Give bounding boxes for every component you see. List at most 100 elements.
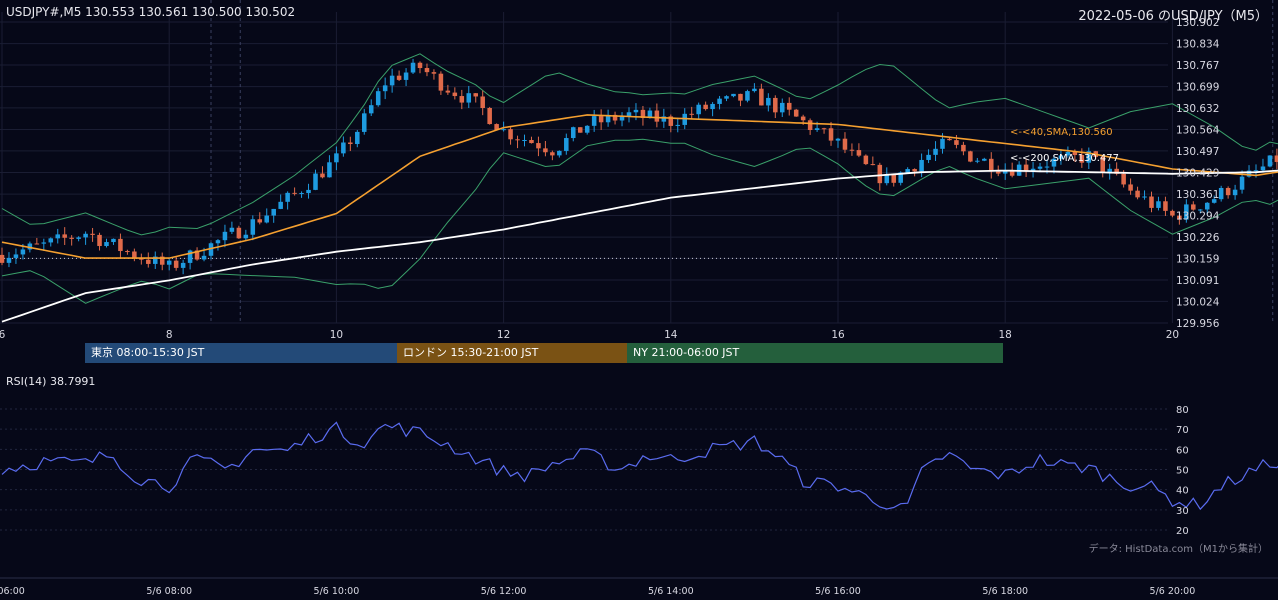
candle-body xyxy=(403,72,409,80)
candle-body xyxy=(173,260,179,268)
price-tick-label: 130.699 xyxy=(1176,82,1219,94)
candle-body xyxy=(989,158,994,172)
candle-body xyxy=(1163,201,1168,211)
symbol-line: USDJPY#,M5 130.553 130.561 130.500 130.5… xyxy=(6,5,296,19)
time-tick-label: 18 xyxy=(999,329,1012,341)
candle-body xyxy=(348,142,353,145)
sma200-line xyxy=(1,169,1278,323)
candle-body xyxy=(640,109,646,119)
session-tokyo: 東京 08:00-15:30 JST xyxy=(85,343,397,363)
source-note: データ: HistData.com（M1から集計） xyxy=(1088,544,1268,555)
session-tokyo-label: 東京 08:00-15:30 JST xyxy=(91,346,205,359)
candle-body xyxy=(898,172,903,183)
candle-body xyxy=(731,93,736,97)
candle-body xyxy=(278,201,283,209)
candle-body xyxy=(536,143,541,149)
candle-body xyxy=(362,113,367,132)
candle-body xyxy=(1051,158,1057,167)
sma-annotation: <-<200,SMA,130.477 xyxy=(1010,153,1119,164)
candle-body xyxy=(863,155,869,165)
time-tick-label: 14 xyxy=(664,329,678,341)
candle-body xyxy=(1114,168,1119,174)
rsi-line xyxy=(1,421,1278,511)
candle-body xyxy=(835,138,841,141)
candle-body xyxy=(633,109,639,113)
candle-body xyxy=(675,124,681,126)
price-tick-label: 130.024 xyxy=(1176,296,1220,308)
candle-body xyxy=(550,152,555,156)
candle-body xyxy=(1009,170,1015,176)
candle-body xyxy=(842,138,848,150)
rsi-time-tick-label: 5/6 20:00 xyxy=(1150,586,1196,597)
rsi-time-tick-label: 5/6 18:00 xyxy=(982,586,1028,597)
candle-body xyxy=(954,140,959,145)
candle-body xyxy=(710,103,715,110)
price-tick-label: 130.564 xyxy=(1176,125,1220,137)
time-axis-top: 6810121416182022024 xyxy=(0,329,1179,341)
time-tick-label: 8 xyxy=(166,329,173,341)
candle-body xyxy=(877,164,883,184)
rsi-tick-label: 70 xyxy=(1176,425,1189,436)
rsi-tick-label: 60 xyxy=(1176,445,1189,456)
candle-body xyxy=(1072,151,1078,156)
candle-body xyxy=(584,125,590,133)
candle-body xyxy=(1037,166,1043,169)
candle-body xyxy=(1107,168,1112,173)
time-tick-label: 6 xyxy=(0,329,6,341)
rsi-series-line xyxy=(1,421,1278,511)
candle-body xyxy=(1142,196,1147,198)
candle-body xyxy=(104,242,109,247)
candle-body xyxy=(236,227,242,239)
candle-body xyxy=(76,237,81,239)
time-axis-bottom: 5/6 06:00 5/6 08:00 5/6 10:00 5/6 12:00 5/6 … xyxy=(0,586,1196,597)
candle-body xyxy=(355,131,360,145)
candle-body xyxy=(814,128,820,131)
candle-body xyxy=(194,250,200,260)
candle-body xyxy=(1218,187,1224,200)
candle-body xyxy=(884,174,890,184)
candle-body xyxy=(1065,151,1071,156)
candle-body xyxy=(83,233,88,238)
candle-body xyxy=(752,88,757,92)
candle-body xyxy=(975,160,980,162)
session-london-label: ロンドン 15:30-21:00 JST xyxy=(403,346,539,359)
candle-body xyxy=(13,254,19,258)
candle-body xyxy=(891,174,896,183)
candle-body xyxy=(800,116,806,121)
candle-body xyxy=(1198,209,1203,211)
candle-body xyxy=(773,97,778,113)
candle-body xyxy=(201,255,207,260)
candle-body xyxy=(1260,166,1266,171)
candle-body xyxy=(1079,155,1085,163)
candle-body xyxy=(424,68,430,73)
candle-body xyxy=(368,105,374,114)
candle-body xyxy=(856,150,862,156)
candle-body xyxy=(940,138,945,149)
candle-body xyxy=(522,140,527,142)
price-tick-label: 130.767 xyxy=(1176,60,1219,72)
candle-body xyxy=(1135,190,1140,198)
price-tick-label: 130.294 xyxy=(1176,210,1220,222)
candle-body xyxy=(515,139,520,141)
session-london: ロンドン 15:30-21:00 JST xyxy=(397,343,627,363)
candle-body xyxy=(1156,201,1161,208)
candle-body xyxy=(396,75,402,80)
candle-body xyxy=(97,234,102,247)
candle-body xyxy=(1225,187,1231,196)
candle-body xyxy=(410,62,416,73)
candle-body xyxy=(452,92,458,97)
candle-body xyxy=(34,243,40,245)
candle-body xyxy=(919,159,924,172)
candle-body xyxy=(1267,155,1273,167)
candle-body xyxy=(320,173,325,178)
candle-body xyxy=(438,73,444,91)
candle-body xyxy=(431,72,437,74)
candle-body xyxy=(1253,170,1259,172)
candle-body xyxy=(299,193,304,195)
candle-body xyxy=(306,189,311,194)
candle-body xyxy=(1239,176,1245,190)
candle-body xyxy=(327,162,332,178)
candle-body xyxy=(1058,155,1064,159)
candle-body xyxy=(389,75,395,86)
